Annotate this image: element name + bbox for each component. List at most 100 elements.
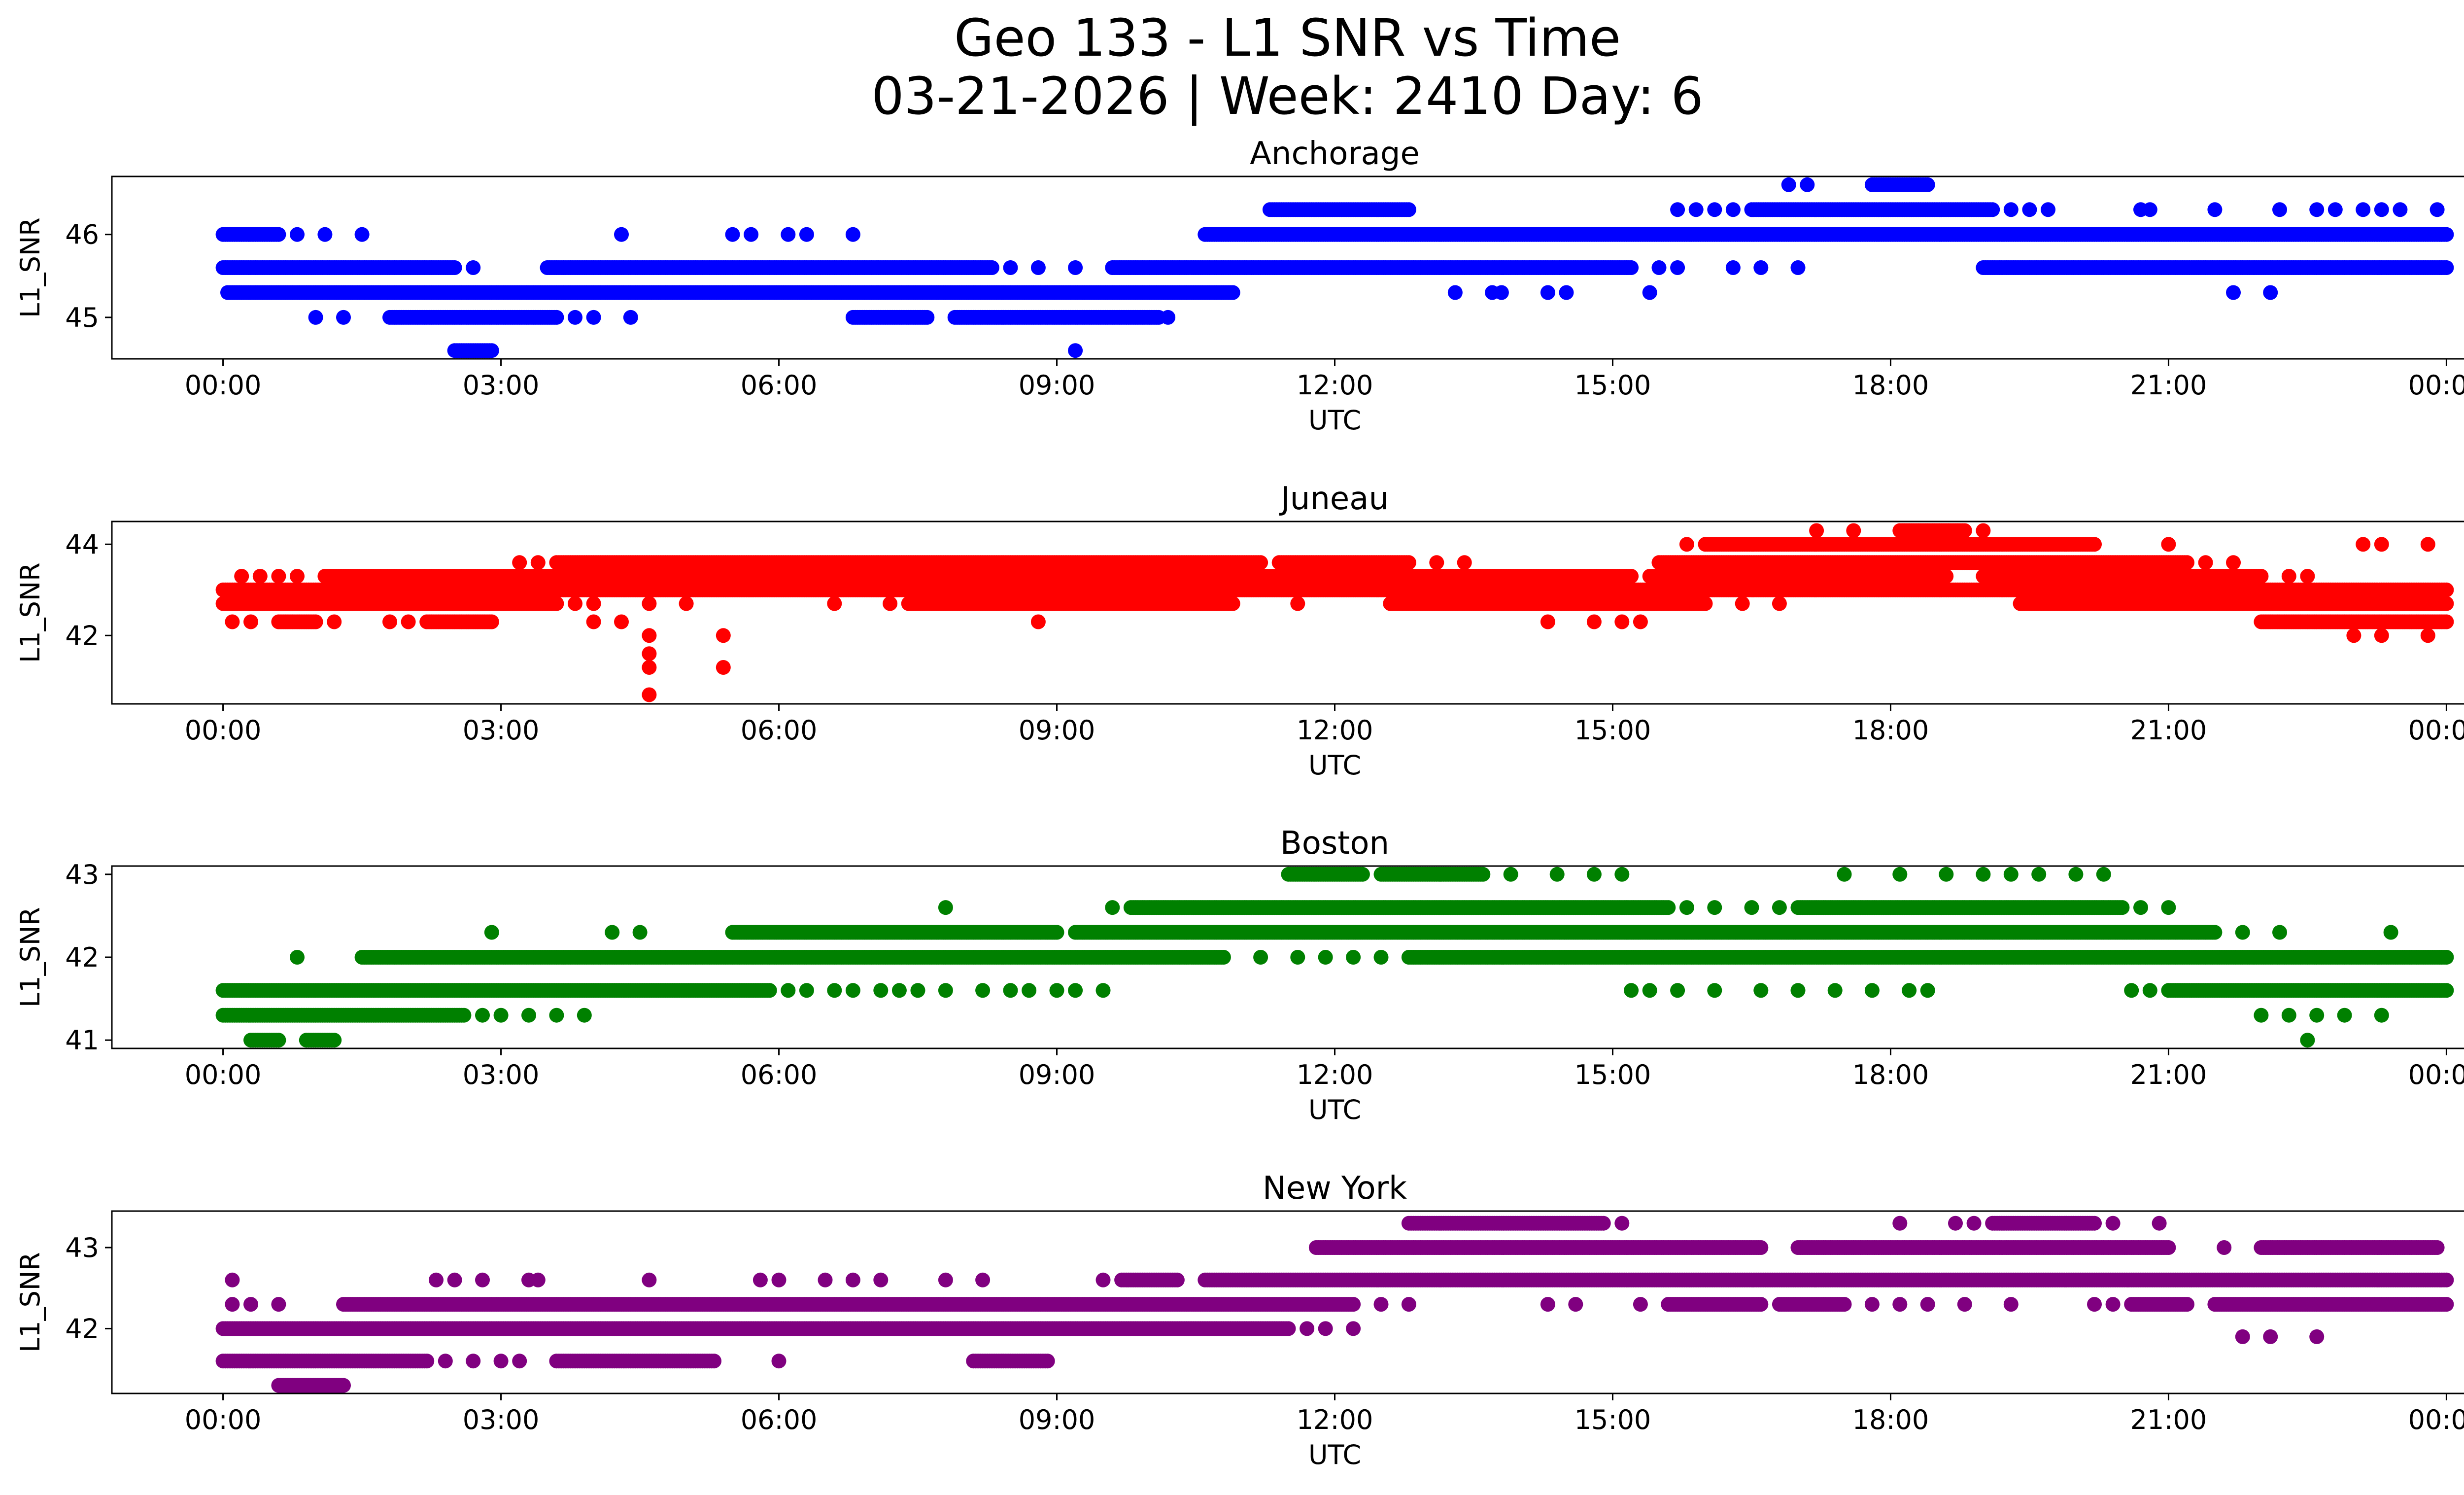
data-point (1985, 202, 2000, 217)
data-point (1725, 202, 1741, 217)
data-point (2439, 596, 2454, 611)
data-point (1781, 177, 1796, 192)
data-point (568, 596, 582, 611)
data-point (252, 569, 268, 584)
data-point (725, 227, 740, 242)
y-axis-label: L1_SNR (15, 217, 46, 318)
data-point (642, 596, 657, 611)
data-point (2356, 202, 2371, 217)
data-point (317, 227, 333, 242)
data-point (1920, 177, 1935, 192)
data-point (1698, 596, 1713, 611)
data-point (2439, 227, 2454, 242)
data-point (2374, 202, 2389, 217)
data-point (623, 310, 638, 325)
data-point (744, 227, 759, 242)
data-point (1401, 555, 1416, 570)
data-points (215, 177, 2454, 358)
data-point (1447, 285, 1463, 300)
panel-title: Anchorage (1250, 136, 1420, 172)
data-point (827, 596, 842, 611)
data-point (308, 310, 323, 325)
data-point (2439, 582, 2454, 597)
data-point (1670, 202, 1685, 217)
data-point (1030, 260, 1046, 275)
data-point (1790, 260, 1806, 275)
figure-title-block: Geo 133 - L1 SNR vs Time 03-21-2026 | We… (0, 9, 2464, 125)
data-point (1068, 343, 1083, 358)
data-point (1725, 260, 1741, 275)
data-point (614, 227, 629, 242)
data-point (549, 596, 564, 611)
data-point (883, 596, 898, 611)
data-point (1624, 260, 1639, 275)
data-point (1003, 260, 1018, 275)
data-point (1735, 596, 1750, 611)
data-point (271, 227, 286, 242)
y-tick-label: 46 (65, 219, 99, 250)
x-tick-label: 00:00 (2408, 370, 2464, 401)
data-point (2022, 202, 2037, 217)
x-tick-label: 12:00 (1297, 370, 1373, 401)
data-point (2226, 285, 2241, 300)
data-point (2263, 285, 2278, 300)
data-points (215, 523, 2454, 702)
data-point (290, 227, 305, 242)
data-point (1772, 596, 1787, 611)
y-tick-label: 45 (65, 302, 99, 333)
data-point (1401, 202, 1416, 217)
data-point (1939, 569, 1954, 584)
x-tick-label: 21:00 (2130, 370, 2207, 401)
panel-title: Juneau (1279, 481, 1389, 517)
data-point (679, 596, 694, 611)
x-tick-label: 06:00 (741, 370, 818, 401)
x-tick-label: 18:00 (1852, 370, 1929, 401)
x-tick-label: 15:00 (1574, 370, 1651, 401)
x-tick-label: 03:00 (463, 370, 540, 401)
data-point (1253, 555, 1268, 570)
chart-panel-0: Anchorage 00:00 03:00 06:00 09:00 12:00 15:00 1… (15, 136, 2464, 436)
x-tick-label: 09:00 (1019, 370, 1095, 401)
data-point (1559, 285, 1574, 300)
data-point (1753, 260, 1769, 275)
x-tick-label: 00:00 (185, 370, 262, 401)
data-point (1670, 260, 1685, 275)
data-point (1707, 202, 1722, 217)
data-point (568, 310, 582, 325)
data-point (290, 569, 305, 584)
data-point (781, 227, 796, 242)
data-point (2041, 202, 2055, 217)
data-point (1624, 569, 1639, 584)
data-point (2142, 202, 2157, 217)
data-point (447, 260, 462, 275)
data-point (336, 310, 351, 325)
data-point (2207, 202, 2223, 217)
data-point (271, 569, 286, 584)
data-point (354, 227, 370, 242)
data-point (1642, 285, 1657, 300)
data-point (586, 596, 601, 611)
data-point (466, 260, 481, 275)
data-point (2003, 202, 2019, 217)
data-point (2254, 569, 2269, 584)
data-point (1161, 310, 1176, 325)
figure-title-line2: 03-21-2026 | Week: 2410 Day: 6 (871, 66, 1704, 126)
data-point (845, 227, 860, 242)
data-point (1651, 260, 1667, 275)
data-point (984, 260, 999, 275)
data-point (1068, 260, 1083, 275)
data-point (2393, 202, 2408, 217)
data-point (586, 310, 601, 325)
data-point (1290, 596, 1305, 611)
data-point (1688, 202, 1704, 217)
data-point (2300, 569, 2315, 584)
data-point (799, 227, 814, 242)
data-point (2281, 569, 2296, 584)
data-point (1800, 177, 1815, 192)
data-point (234, 569, 249, 584)
data-point (2272, 202, 2287, 217)
data-point (2430, 202, 2445, 217)
data-point (1225, 596, 1240, 611)
data-point (2327, 202, 2343, 217)
